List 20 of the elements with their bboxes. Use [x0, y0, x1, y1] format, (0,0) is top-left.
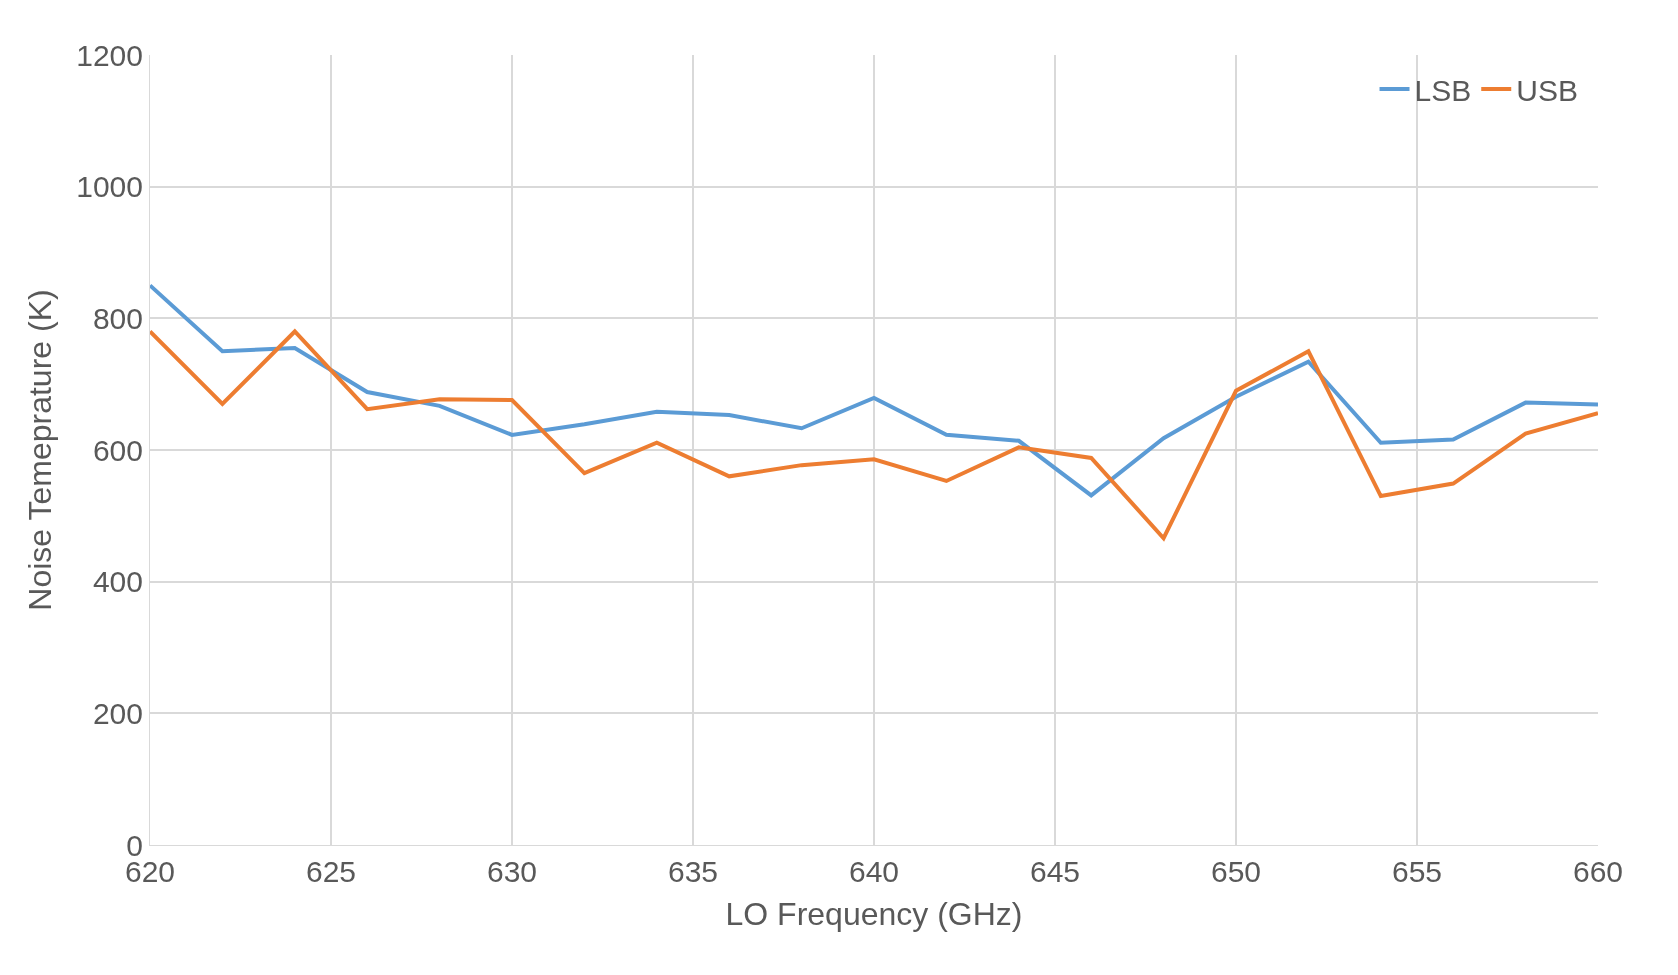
y-tick-label: 1200	[76, 38, 143, 72]
y-tick-label: 400	[92, 565, 143, 599]
x-axis-title: LO Frequency (GHz)	[725, 895, 1023, 932]
y-axis-title: Noise Temeprature (K)	[21, 289, 58, 611]
x-tick-label: 640	[848, 855, 900, 888]
y-tick-label: 600	[92, 433, 143, 467]
legend-label: USB	[1516, 73, 1578, 107]
x-tick-label: 630	[486, 855, 538, 888]
x-tick-label: 655	[1391, 855, 1443, 888]
x-tick-label: 645	[1029, 855, 1081, 888]
line-series	[150, 283, 1598, 498]
line-series	[150, 329, 1598, 541]
legend-label: LSB	[1414, 73, 1472, 107]
x-tick-label: 625	[305, 855, 357, 888]
x-tick-label: 635	[667, 855, 719, 888]
x-tick-label: 660	[1572, 855, 1624, 888]
x-tick-label: 650	[1210, 855, 1262, 888]
y-tick-label: 200	[92, 696, 143, 730]
y-tick-label: 1000	[76, 170, 143, 204]
y-tick-label: 800	[92, 301, 143, 335]
